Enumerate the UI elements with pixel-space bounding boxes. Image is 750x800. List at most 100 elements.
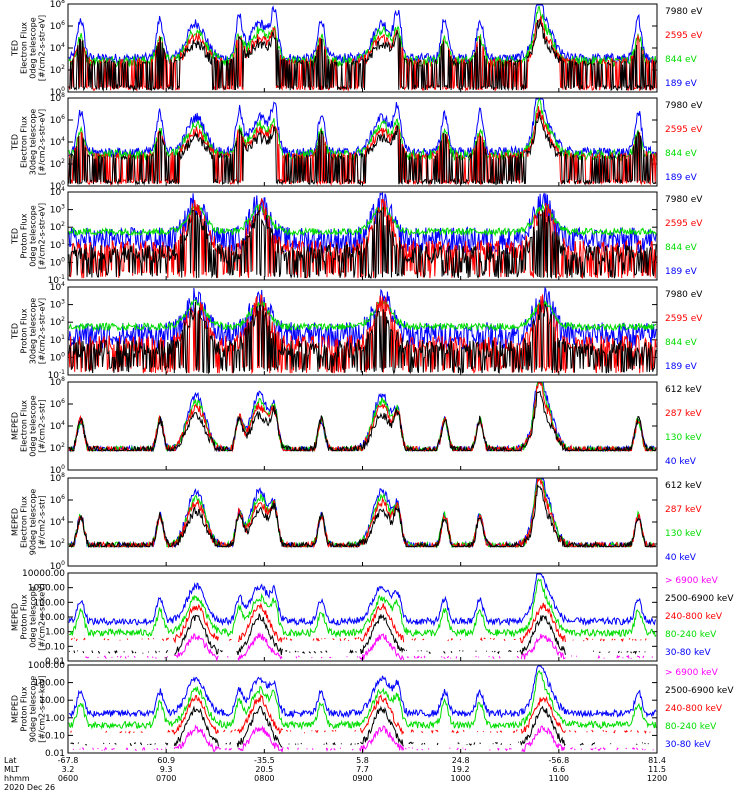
x-tick-label: 0800 — [254, 774, 274, 783]
legend-entry: 287 keV — [665, 505, 702, 515]
y-axis-label-line: 0deg telescope — [29, 586, 38, 647]
y-tick-exponent: 0 — [61, 86, 65, 93]
y-axis-label: TEDElectron Flux0deg telescope[#/cm2-s-s… — [11, 15, 47, 81]
legend-entry: 30-80 keV — [665, 740, 711, 750]
x-tick-label: -35.5 — [254, 756, 275, 765]
series-612-kev — [68, 390, 657, 453]
y-tick-exponent: 2 — [61, 64, 65, 71]
y-tick-label: 1.00 — [45, 714, 65, 724]
legend-entry: 130 keV — [665, 529, 702, 539]
y-tick-exponent: 6 — [61, 398, 65, 405]
y-tick-label: 100.00 — [34, 598, 66, 608]
y-tick-label: 1.00 — [45, 628, 65, 638]
x-tick-label: 81.4 — [648, 756, 666, 765]
x-tick-label: 11.5 — [648, 765, 666, 774]
y-axis-label-line: [#/cm2-s-str] — [38, 495, 47, 548]
legend-entry: 189 eV — [665, 173, 698, 183]
y-axis-label-line: TED — [11, 323, 20, 340]
y-axis-label-line: MEPED — [11, 412, 20, 440]
series-7980-ev — [68, 301, 657, 375]
x-tick-label: 0900 — [352, 774, 372, 783]
legend-entry: 7980 eV — [665, 101, 703, 111]
legend-entry: 30-80 keV — [665, 648, 711, 658]
y-tick-exponent: 6 — [61, 114, 65, 121]
series-30-80-kev — [68, 665, 657, 719]
y-axis-label-line: Electron Flux — [20, 116, 29, 168]
y-tick-exponent: -1 — [59, 369, 65, 376]
y-axis-label-line: Electron Flux — [20, 22, 29, 74]
y-tick-label: 10.00 — [39, 696, 65, 706]
series-189-ev — [68, 98, 657, 159]
y-tick-exponent: -1 — [59, 274, 65, 281]
x-tick-label: 1000 — [450, 774, 470, 783]
y-tick-exponent: 8 — [61, 472, 65, 479]
legend-entry: 80-240 keV — [665, 630, 717, 640]
y-tick-label: 0.10 — [45, 642, 65, 652]
series-80-240-kev — [68, 670, 657, 731]
y-axis-label-line: MEPED — [11, 508, 20, 536]
series-612-kev — [68, 484, 657, 549]
y-tick-exponent: 4 — [61, 281, 65, 288]
y-tick-exponent: 3 — [61, 299, 65, 306]
legend-entry: 40 keV — [665, 457, 697, 467]
y-tick-exponent: 0 — [61, 560, 65, 567]
x-tick-label: 0700 — [156, 774, 176, 783]
legend-entry: > 6900 keV — [665, 668, 719, 678]
y-tick-exponent: 0 — [61, 256, 65, 263]
x-tick-label: 20.5 — [255, 765, 273, 774]
x-tick-label: 24.8 — [452, 756, 470, 765]
y-tick-exponent: 2 — [61, 442, 65, 449]
y-tick-label: 0.01 — [45, 657, 65, 667]
x-row-label: MLT — [4, 765, 19, 774]
y-tick-label: 108 — [50, 0, 65, 10]
y-axis-label-line: Proton Flux — [20, 594, 29, 639]
y-axis-label: MEPEDElectron Flux0deg telescope[#/cm2-s… — [11, 395, 47, 456]
y-axis-label-line: 0deg telescope — [29, 395, 38, 456]
y-tick-exponent: 4 — [61, 42, 65, 49]
series-7980-ev — [68, 206, 657, 279]
y-axis-label-line: Electron Flux — [20, 400, 29, 452]
x-tick-label: 5.8 — [356, 756, 369, 765]
x-tick-label: 9.3 — [160, 765, 173, 774]
y-axis-label-line: Electron Flux — [20, 496, 29, 548]
series-844-ev — [68, 203, 657, 237]
legend-entry: 612 keV — [665, 385, 702, 395]
y-tick-exponent: 0 — [61, 351, 65, 358]
legend-entry: 844 eV — [665, 55, 698, 65]
y-axis-label: MEPEDProton Flux90deg telescope[#/cm2-s-… — [11, 675, 47, 742]
y-axis-label: TEDElectron Flux30deg telescope[#/cm2-s-… — [11, 109, 47, 176]
legend-entry: 844 eV — [665, 149, 698, 159]
legend-entry: 240-800 keV — [665, 704, 723, 714]
x-tick-label: 7.7 — [356, 765, 369, 774]
x-tick-label: 60.9 — [157, 756, 175, 765]
y-axis-label-line: TED — [11, 40, 20, 57]
series-2595-ev — [68, 294, 657, 375]
series-844-ev — [68, 299, 657, 333]
y-axis-label-line: 90deg telescope — [29, 489, 38, 556]
y-axis-label-line: Proton Flux — [20, 686, 29, 731]
y-axis-label-line: [#/cm2-s-sr-keV] — [38, 583, 47, 650]
legend-entry: 2595 eV — [665, 125, 703, 135]
x-tick-label: 1200 — [647, 774, 667, 783]
y-tick-exponent: 2 — [61, 538, 65, 545]
legend-entry: 189 eV — [665, 79, 698, 89]
legend-entry: > 6900 keV — [665, 576, 719, 586]
y-tick-label: 0.10 — [45, 731, 65, 741]
legend-entry: 240-800 keV — [665, 612, 723, 622]
series-7980-ev — [68, 19, 657, 92]
series-7980-ev — [68, 111, 657, 186]
x-tick-label: 6.6 — [552, 765, 565, 774]
legend-entry: 130 keV — [665, 433, 702, 443]
y-axis-label-line: Proton Flux — [20, 308, 29, 353]
y-axis-label-line: TED — [11, 134, 20, 151]
y-tick-label: 1000.00 — [28, 584, 65, 594]
y-tick-label: 0.01 — [45, 749, 65, 759]
y-axis-label-line: MEPED — [11, 695, 20, 723]
x-tick-label: -67.8 — [58, 756, 79, 765]
series-30-80-kev — [68, 573, 656, 627]
